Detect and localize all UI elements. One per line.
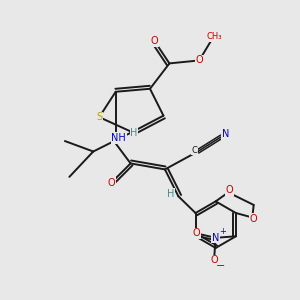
Text: +: + [219, 227, 226, 236]
Text: −: − [216, 261, 225, 271]
Text: O: O [210, 255, 218, 265]
Text: H: H [130, 128, 138, 138]
Text: H: H [167, 189, 175, 199]
Text: O: O [250, 214, 258, 224]
Text: C: C [191, 146, 197, 154]
Text: O: O [151, 36, 158, 46]
Text: O: O [226, 185, 233, 195]
Text: NH: NH [111, 133, 126, 143]
Text: O: O [196, 56, 203, 65]
Text: N: N [222, 129, 229, 139]
Text: O: O [192, 228, 200, 238]
Text: S: S [96, 112, 102, 122]
Text: CH₃: CH₃ [206, 32, 222, 41]
Text: O: O [107, 178, 115, 188]
Text: N: N [212, 233, 219, 243]
